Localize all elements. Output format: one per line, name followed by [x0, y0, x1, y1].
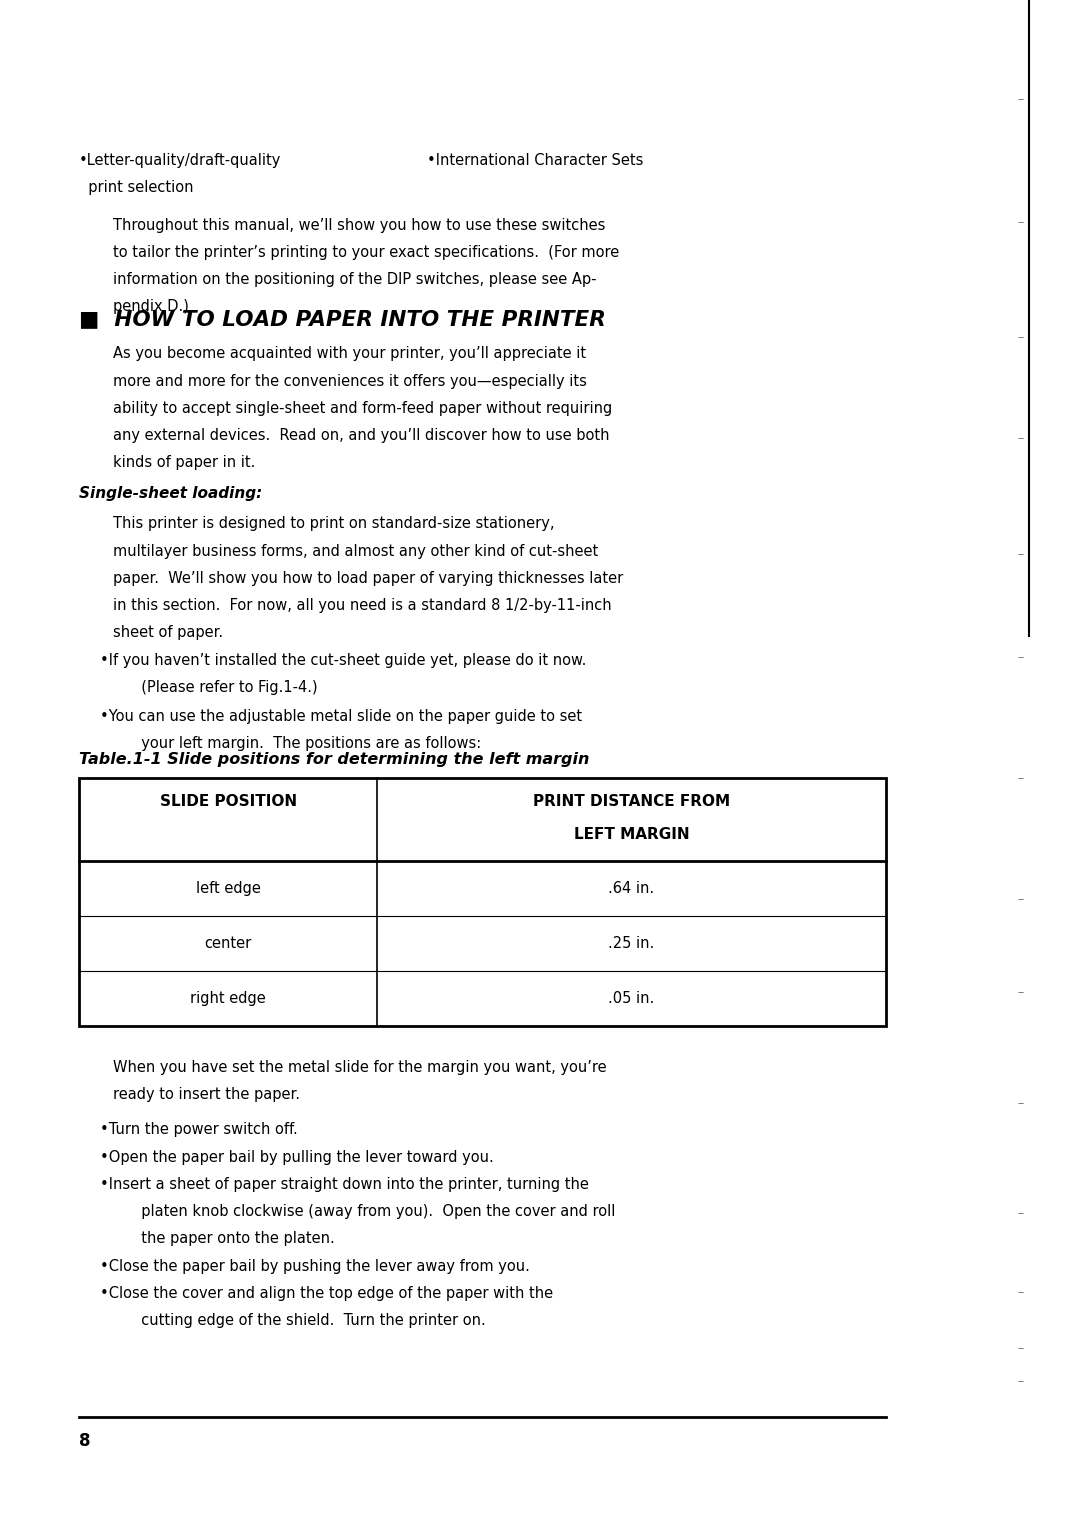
Text: As you become acquainted with your printer, you’ll appreciate it: As you become acquainted with your print… — [113, 346, 586, 362]
Text: information on the positioning of the DIP switches, please see Ap-: information on the positioning of the DI… — [113, 273, 597, 286]
Bar — [79, 778, 886, 1026]
Text: ready to insert the paper.: ready to insert the paper. — [113, 1088, 300, 1103]
Text: •If you haven’t installed the cut-sheet guide yet, please do it now.: •If you haven’t installed the cut-sheet … — [100, 653, 586, 668]
Text: •You can use the adjustable metal slide on the paper guide to set: •You can use the adjustable metal slide … — [100, 708, 582, 723]
Text: –: – — [1017, 548, 1024, 561]
Text: –: – — [1017, 1287, 1024, 1299]
Text: ability to accept single-sheet and form-feed paper without requiring: ability to accept single-sheet and form-… — [113, 401, 612, 415]
Text: print selection: print selection — [79, 181, 193, 196]
Text: –: – — [1017, 1342, 1024, 1354]
Text: –: – — [1017, 651, 1024, 663]
Text: •Letter-quality/draft-quality: •Letter-quality/draft-quality — [79, 153, 281, 169]
Text: pendix D.): pendix D.) — [113, 299, 189, 314]
Text: .64 in.: .64 in. — [608, 881, 654, 896]
Text: your left margin.  The positions are as follows:: your left margin. The positions are as f… — [132, 735, 481, 751]
Text: in this section.  For now, all you need is a standard 8 1/2-by-11-inch: in this section. For now, all you need i… — [113, 597, 612, 613]
Text: PRINT DISTANCE FROM: PRINT DISTANCE FROM — [532, 794, 730, 809]
Text: 8: 8 — [79, 1432, 91, 1451]
Text: center: center — [204, 936, 252, 951]
Text: LEFT MARGIN: LEFT MARGIN — [573, 827, 689, 843]
Text: left edge: left edge — [195, 881, 260, 896]
Text: •Turn the power switch off.: •Turn the power switch off. — [100, 1123, 298, 1137]
Text: –: – — [1017, 331, 1024, 343]
Text: any external devices.  Read on, and you’ll discover how to use both: any external devices. Read on, and you’l… — [113, 427, 610, 443]
Text: –: – — [1017, 987, 1024, 999]
Text: .25 in.: .25 in. — [608, 936, 654, 951]
Text: –: – — [1017, 772, 1024, 784]
Text: –: – — [1017, 1097, 1024, 1109]
Text: Single-sheet loading:: Single-sheet loading: — [79, 486, 262, 501]
Text: –: – — [1017, 1376, 1024, 1388]
Text: the paper onto the platen.: the paper onto the platen. — [132, 1232, 335, 1247]
Text: Table.1-1 Slide positions for determining the left margin: Table.1-1 Slide positions for determinin… — [79, 752, 590, 768]
Text: –: – — [1017, 432, 1024, 444]
Text: multilayer business forms, and almost any other kind of cut-sheet: multilayer business forms, and almost an… — [113, 544, 598, 559]
Text: ■  HOW TO LOAD PAPER INTO THE PRINTER: ■ HOW TO LOAD PAPER INTO THE PRINTER — [79, 309, 606, 329]
Text: Throughout this manual, we’ll show you how to use these switches: Throughout this manual, we’ll show you h… — [113, 218, 606, 233]
Text: –: – — [1017, 893, 1024, 905]
Text: paper.  We’ll show you how to load paper of varying thicknesses later: paper. We’ll show you how to load paper … — [113, 571, 623, 585]
Text: •International Character Sets: •International Character Sets — [427, 153, 643, 169]
Text: right edge: right edge — [190, 991, 266, 1007]
Text: •Close the paper bail by pushing the lever away from you.: •Close the paper bail by pushing the lev… — [100, 1259, 530, 1273]
Text: cutting edge of the shield.  Turn the printer on.: cutting edge of the shield. Turn the pri… — [132, 1313, 486, 1328]
Text: –: – — [1017, 93, 1024, 106]
Text: (Please refer to Fig.1-4.): (Please refer to Fig.1-4.) — [132, 680, 318, 696]
Text: SLIDE POSITION: SLIDE POSITION — [160, 794, 297, 809]
Text: This printer is designed to print on standard-size stationery,: This printer is designed to print on sta… — [113, 516, 555, 532]
Text: kinds of paper in it.: kinds of paper in it. — [113, 455, 256, 470]
Text: –: – — [1017, 1207, 1024, 1219]
Text: to tailor the printer’s printing to your exact specifications.  (For more: to tailor the printer’s printing to your… — [113, 245, 620, 260]
Text: •Insert a sheet of paper straight down into the printer, turning the: •Insert a sheet of paper straight down i… — [100, 1177, 590, 1192]
Text: sheet of paper.: sheet of paper. — [113, 625, 224, 640]
Text: •Open the paper bail by pulling the lever toward you.: •Open the paper bail by pulling the leve… — [100, 1149, 495, 1164]
Text: •Close the cover and align the top edge of the paper with the: •Close the cover and align the top edge … — [100, 1285, 554, 1301]
Text: When you have set the metal slide for the margin you want, you’re: When you have set the metal slide for th… — [113, 1060, 607, 1075]
Text: platen knob clockwise (away from you).  Open the cover and roll: platen knob clockwise (away from you). O… — [132, 1204, 616, 1219]
Text: .05 in.: .05 in. — [608, 991, 654, 1007]
Text: more and more for the conveniences it offers you—especially its: more and more for the conveniences it of… — [113, 374, 588, 389]
Text: –: – — [1017, 216, 1024, 228]
